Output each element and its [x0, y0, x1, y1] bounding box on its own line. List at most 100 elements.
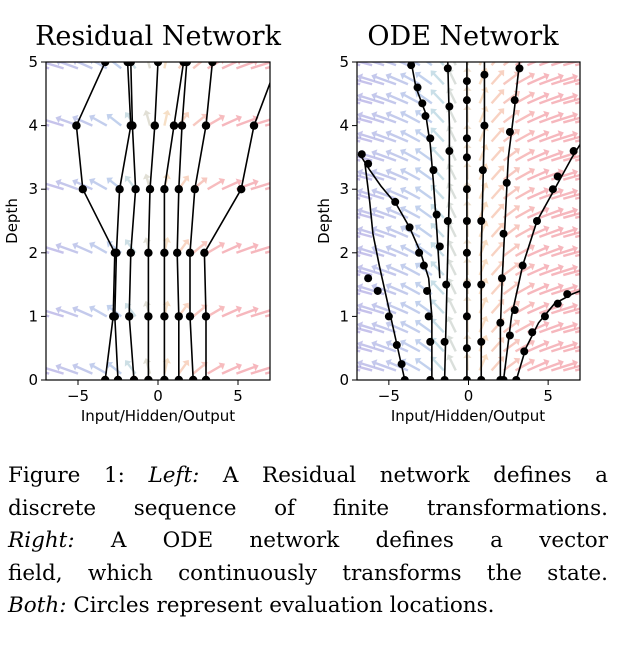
field-arrowhead [142, 237, 152, 244]
evaluation-point [237, 185, 246, 194]
field-arrow [490, 206, 502, 219]
field-arrow [109, 307, 122, 318]
field-arrow [418, 341, 433, 353]
field-arrowhead [357, 111, 364, 120]
evaluation-point [174, 312, 183, 321]
field-arrowhead [218, 305, 225, 313]
field-arrowhead [543, 129, 550, 138]
field-arrow [46, 118, 64, 127]
caption-text: A Residual network defines a [222, 463, 608, 488]
field-arrowhead [22, 179, 28, 187]
field-arrow [526, 247, 546, 258]
field-arrowhead [480, 354, 489, 361]
field-arrowhead [357, 206, 364, 215]
field-arrow [403, 94, 421, 105]
field-arrow [389, 209, 409, 219]
field-arrowhead [557, 92, 564, 101]
field-arrow [375, 247, 397, 258]
field-arrow [192, 306, 205, 318]
field-arrowhead [200, 177, 208, 184]
field-arrow [403, 303, 421, 315]
field-arrowhead [371, 168, 378, 177]
field-arrowhead [72, 362, 79, 371]
field-arrowhead [414, 71, 422, 79]
field-arrow [235, 308, 255, 318]
field-arrowhead [357, 359, 364, 368]
field-arrow [418, 150, 433, 162]
field-arrowhead [497, 108, 505, 115]
field-arrow [361, 209, 385, 219]
field-arrowhead [371, 92, 378, 101]
field-arrow [433, 225, 445, 238]
field-arrow [109, 364, 122, 375]
field-arrow [375, 228, 397, 239]
field-arrow [418, 360, 433, 372]
field-arrow [538, 247, 560, 258]
field-arrowhead [600, 112, 606, 120]
evaluation-point [510, 306, 519, 315]
field-arrow [562, 250, 580, 258]
field-arrowhead [414, 224, 422, 232]
figure: Residual Network −5 0 5 0 1 2 3 4 5 Input/Hidden… [3, 21, 606, 425]
evaluation-point [440, 337, 449, 346]
field-arrow [389, 247, 409, 258]
field-arrow [369, 62, 385, 67]
field-arrowhead [571, 359, 579, 368]
evaluation-point [502, 178, 511, 187]
evaluation-point [421, 112, 430, 121]
field-arrow [357, 117, 373, 124]
field-arrowhead [343, 74, 349, 82]
field-arrowhead [497, 70, 505, 77]
field-arrowhead [480, 220, 489, 227]
evaluation-point [190, 185, 199, 194]
field-arrowhead [528, 358, 535, 366]
evaluation-point [208, 62, 217, 67]
field-arrow [526, 170, 546, 181]
trajectory-line [176, 62, 188, 380]
evaluation-point [274, 58, 282, 66]
evaluation-point [462, 185, 471, 194]
field-arrow [526, 151, 546, 162]
field-arrowhead [586, 112, 592, 120]
field-arrow [59, 62, 79, 70]
field-arrowhead [343, 226, 349, 234]
field-arrowhead [357, 92, 364, 101]
y-tick-label: 1 [339, 307, 349, 325]
field-arrow [502, 150, 517, 162]
field-arrow [502, 93, 517, 105]
field-arrowhead [586, 188, 592, 196]
field-arrowhead [586, 55, 592, 63]
field-arrow [538, 362, 560, 372]
field-arrowhead [73, 62, 77, 66]
evaluation-point [496, 318, 505, 327]
field-arrow [433, 130, 445, 143]
y-tick-label: 5 [28, 53, 38, 71]
field-arrow [526, 285, 546, 296]
field-arrowhead [480, 201, 489, 208]
y-tick-label: 4 [28, 117, 38, 135]
field-arrowhead [430, 89, 438, 96]
evaluation-point [112, 248, 121, 257]
evaluation-point [200, 248, 209, 257]
field-arrow [357, 158, 361, 162]
field-arrowhead [357, 321, 364, 330]
field-arrowhead [385, 72, 392, 81]
field-arrow [127, 363, 137, 375]
field-arrow [357, 365, 373, 372]
evaluation-point [419, 261, 428, 270]
evaluation-point [160, 312, 169, 321]
field-arrowhead [600, 188, 606, 196]
field-arrowhead [286, 179, 292, 187]
field-arrow [562, 135, 580, 143]
field-arrow [192, 364, 205, 375]
field-arrowhead [39, 179, 45, 187]
field-arrowhead [571, 73, 579, 82]
evaluation-point [174, 375, 183, 380]
field-arrowhead [446, 297, 454, 304]
field-arrowhead [182, 302, 190, 310]
field-arrow [514, 284, 532, 296]
x-tick-label: 5 [233, 387, 243, 405]
field-arrowhead [571, 302, 579, 311]
field-arrowhead [39, 306, 45, 314]
trajectories [357, 62, 580, 380]
